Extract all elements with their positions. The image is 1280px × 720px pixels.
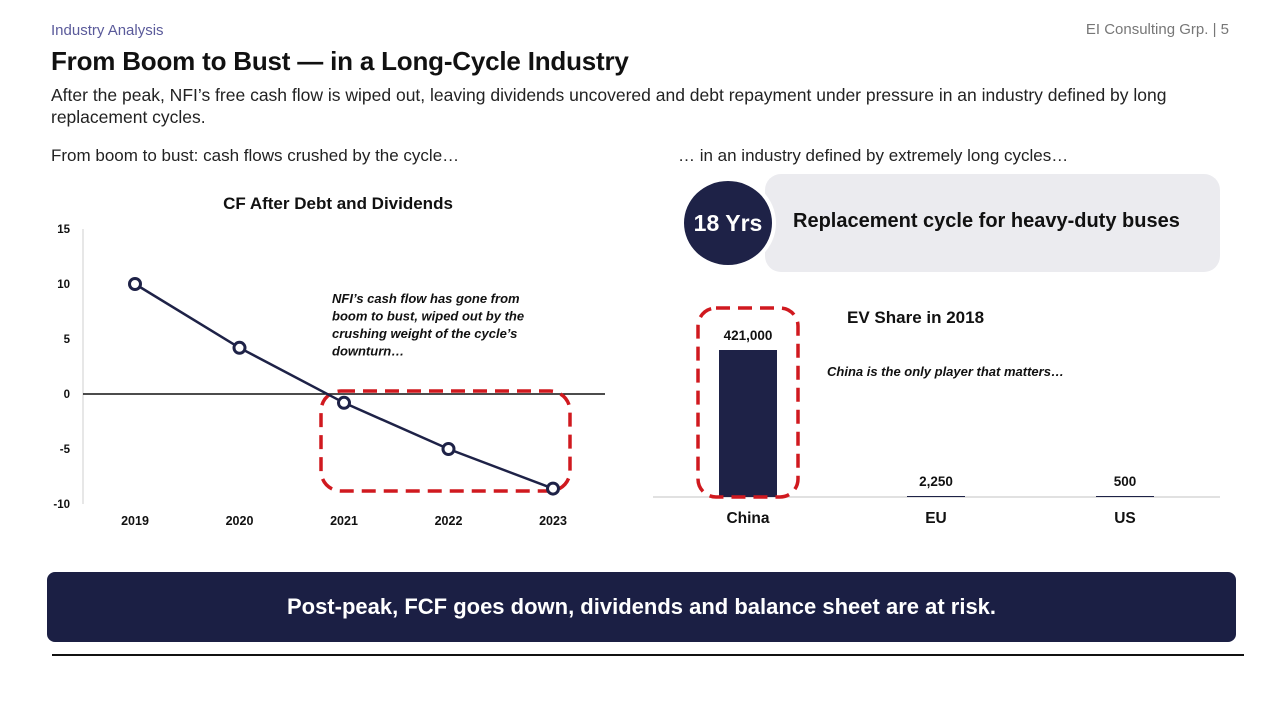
bar-chart-annotation: China is the only player that matters… [827,364,1064,379]
bar-chart-title: EV Share in 2018 [847,308,984,327]
x-tick-label: 2020 [226,514,254,528]
bar-value-label: 500 [1114,474,1137,489]
y-tick-label: 0 [64,389,70,401]
cash-flow-line-chart: CF After Debt and Dividends 15 10 5 0 -5 -10 20… [53,194,605,528]
y-tick-label: 5 [64,334,71,346]
bottom-rule [52,654,1244,656]
line-chart-annotation: crushing weight of the cycle’s [332,326,517,341]
conclusion-banner: Post-peak, FCF goes down, dividends and … [47,572,1236,642]
cash-flow-point [337,395,351,410]
bar-us [1096,496,1154,497]
cash-flow-point [232,340,247,355]
highlight-dashed-box [319,389,572,493]
bar-china [719,350,777,497]
cash-flow-point [546,481,560,496]
brand-page-number: EI Consulting Grp. | 5 [1085,21,1229,38]
cash-flow-point [441,442,456,456]
line-chart-annotation: downturn… [332,344,404,359]
line-chart-annotation: boom to bust, wiped out by the [332,309,524,324]
x-tick-label: 2019 [121,514,149,528]
callout-text: Replacement cycle for heavy-duty buses [793,210,1180,232]
x-tick-label: 2022 [435,514,463,528]
y-tick-label: -10 [53,499,70,511]
category-label: EU [925,510,947,527]
y-tick-label: 15 [57,224,70,236]
left-panel-caption: From boom to bust: cash flows crushed by… [51,146,460,165]
bar-eu [907,496,965,497]
callout-value-badge: 18 Yrs [680,177,776,269]
highlight-dashed-box [696,306,800,499]
callout-box [765,174,1220,272]
page-title: From Boom to Bust — in a Long-Cycle Indu… [51,46,629,76]
category-label: China [726,510,769,527]
cash-flow-point [128,277,142,291]
y-tick-label: 10 [57,279,70,291]
line-chart-title: CF After Debt and Dividends [223,194,453,213]
category-label: US [1114,510,1136,527]
x-tick-label: 2023 [539,514,567,528]
page-subtitle: After the peak, NFI’s free cash flow is … [51,85,1167,127]
line-chart-annotation: NFI’s cash flow has gone from [332,291,520,306]
bar-value-label: 2,250 [919,474,953,489]
right-panel-caption: … in an industry defined by extremely lo… [678,146,1069,165]
x-tick-label: 2021 [330,514,358,528]
bar-value-label: 421,000 [724,328,773,343]
section-kicker: Industry Analysis [51,22,164,39]
y-tick-label: -5 [60,444,71,456]
ev-share-bar-chart: EV Share in 2018 China is the only player… [653,306,1220,527]
